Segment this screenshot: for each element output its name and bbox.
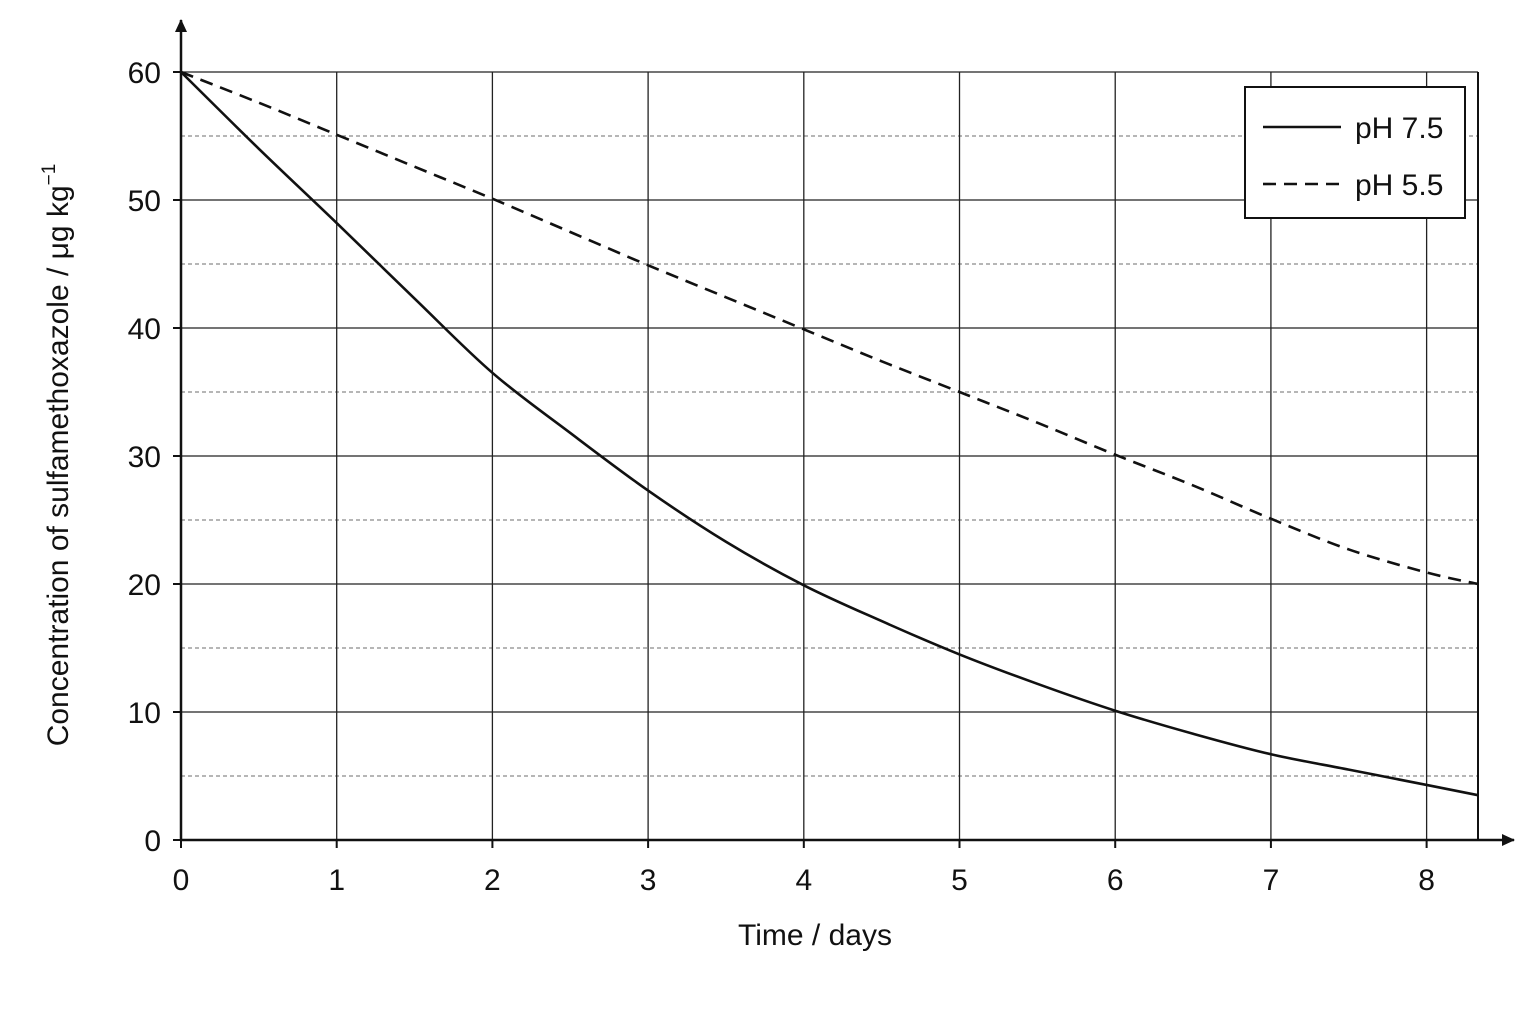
x-tick-label: 0 <box>173 864 190 897</box>
x-tick-label: 2 <box>484 864 501 897</box>
tick-labels: 0 1 2 3 4 5 6 7 8 0 10 20 30 40 50 60 <box>128 57 1435 897</box>
y-axis-label: Concentration of sulfamethoxazole / μg k… <box>39 164 75 747</box>
x-tick-label: 4 <box>795 864 812 897</box>
legend-label: pH 7.5 <box>1355 112 1443 145</box>
axes <box>175 19 1515 846</box>
x-tick-label: 6 <box>1107 864 1124 897</box>
y-tick-label: 50 <box>128 185 161 218</box>
plot-series <box>180 70 1479 797</box>
x-tick-label: 3 <box>640 864 657 897</box>
y-tick-label: 10 <box>128 697 161 730</box>
legend-label: pH 5.5 <box>1355 169 1443 202</box>
x-tick-label: 8 <box>1418 864 1435 897</box>
x-tick-label: 7 <box>1263 864 1280 897</box>
series-line-solid <box>180 71 1479 797</box>
x-tick-label: 5 <box>951 864 968 897</box>
legend-box <box>1244 86 1466 219</box>
legend: pH 7.5 pH 5.5 <box>1244 86 1466 219</box>
y-tick-label: 30 <box>128 441 161 474</box>
y-axis-label-superscript: −1 <box>39 164 60 186</box>
y-axis-label-main: Concentration of sulfamethoxazole / μg k… <box>42 185 75 746</box>
series-line-dashed <box>180 70 1479 586</box>
y-tick-label: 20 <box>128 569 161 602</box>
x-axis-label: Time / days <box>738 919 892 952</box>
x-tick-label: 1 <box>328 864 345 897</box>
y-tick-label: 40 <box>128 313 161 346</box>
y-tick-label: 0 <box>144 825 161 858</box>
y-tick-label: 60 <box>128 57 161 90</box>
